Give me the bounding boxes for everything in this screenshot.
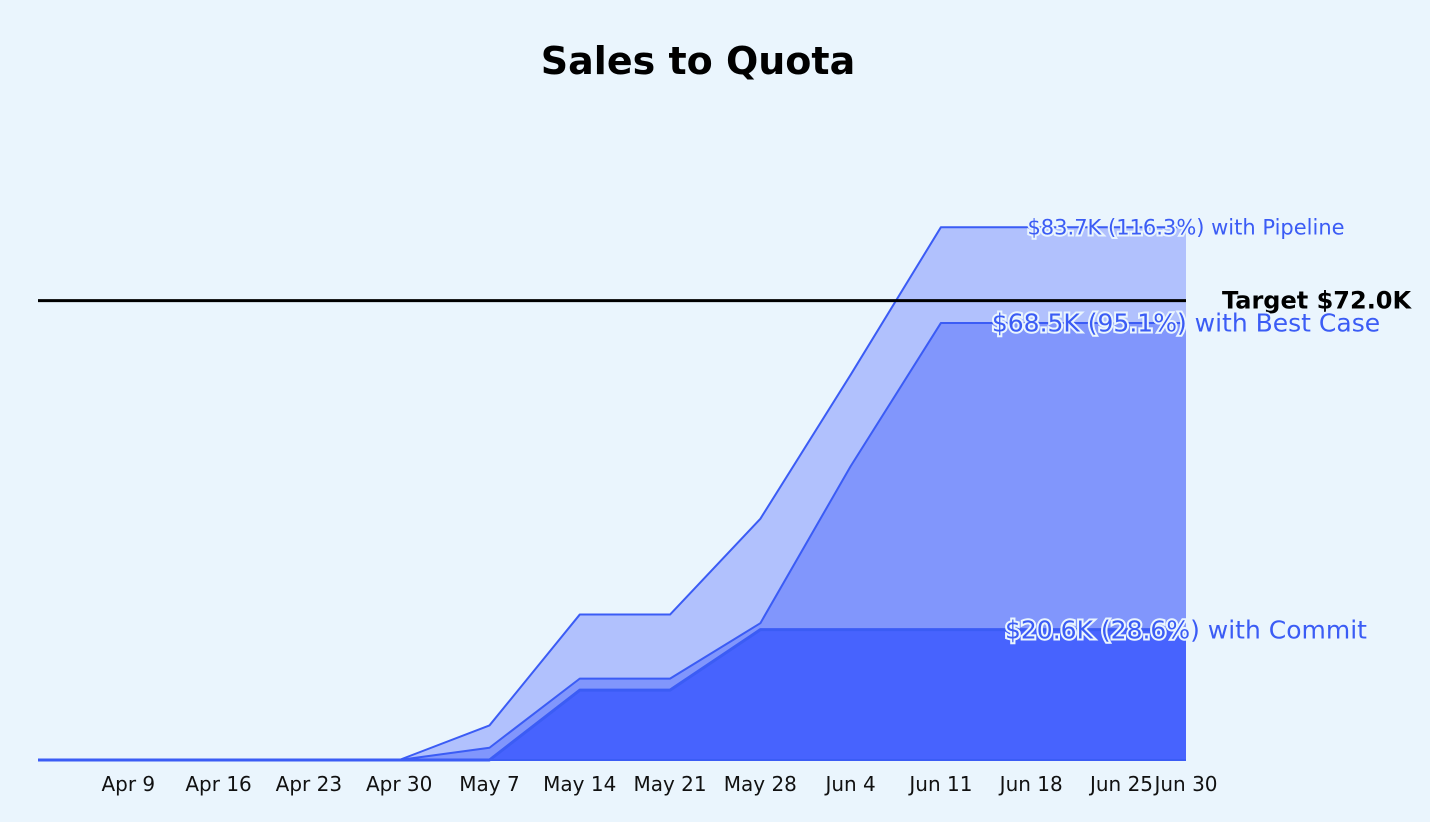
x-tick-label: Apr 9 bbox=[101, 772, 155, 796]
x-tick-label: Jun 4 bbox=[823, 772, 875, 796]
x-tick-label: Apr 30 bbox=[366, 772, 432, 796]
end-label-commit: $20.6K (28.6%) with Commit bbox=[1005, 615, 1367, 644]
series-end-labels: $83.7K (116.3%) with Pipeline $68.5K (95.… bbox=[990, 214, 1382, 647]
x-tick-label: May 28 bbox=[724, 772, 797, 796]
x-tick-label: Jun 18 bbox=[998, 772, 1063, 796]
target-label: Target $72.0K bbox=[1222, 287, 1413, 315]
area-commit bbox=[38, 629, 1186, 760]
x-tick-label: Jun 30 bbox=[1152, 772, 1217, 796]
x-tick-label: Jun 11 bbox=[907, 772, 972, 796]
x-tick-label: May 7 bbox=[459, 772, 519, 796]
end-label-pipeline: $83.7K (116.3%) with Pipeline bbox=[1027, 216, 1344, 240]
target-line-group: Target $72.0K bbox=[38, 284, 1415, 317]
x-tick-label: Jun 25 bbox=[1088, 772, 1153, 796]
chart-title: Sales to Quota bbox=[541, 39, 855, 83]
x-tick-label: Apr 16 bbox=[185, 772, 251, 796]
x-tick-label: May 14 bbox=[543, 772, 616, 796]
x-tick-label: Apr 23 bbox=[276, 772, 342, 796]
area-series-group bbox=[38, 226, 1186, 762]
x-axis: Apr 9 Apr 16 Apr 23 Apr 30 May 7 May 14 May 21… bbox=[38, 759, 1218, 796]
x-tick-label: May 21 bbox=[633, 772, 706, 796]
end-label-best_case: $68.5K (95.1%) with Best Case bbox=[992, 309, 1380, 338]
